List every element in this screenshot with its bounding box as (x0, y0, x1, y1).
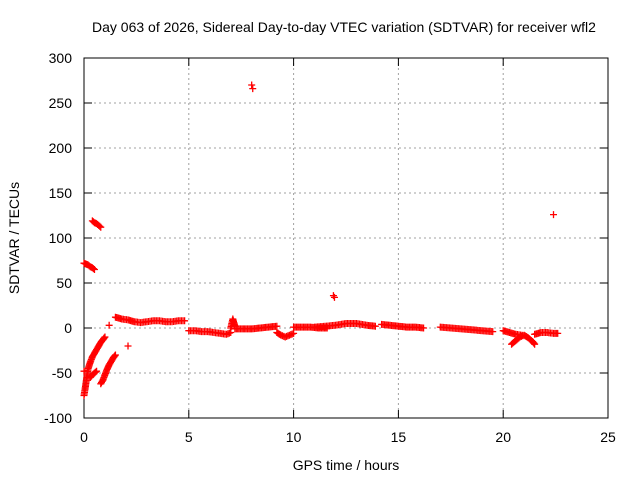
data-point (273, 322, 281, 330)
x-tick-label: 20 (495, 429, 511, 445)
data-point (101, 333, 109, 341)
data-point (420, 324, 428, 332)
data-point (111, 351, 119, 359)
data-points (80, 81, 562, 399)
x-axis: 0 5 10 15 20 25 (80, 58, 616, 445)
data-point (100, 334, 108, 342)
x-tick-label: 5 (185, 429, 193, 445)
outlier-point (248, 81, 256, 89)
outlier-point (124, 342, 132, 350)
chart-title: Day 063 of 2026, Sidereal Day-to-day VTE… (92, 19, 596, 35)
data-point (531, 340, 539, 348)
y-tick-label: -50 (52, 365, 72, 381)
x-axis-label: GPS time / hours (293, 457, 400, 473)
y-tick-label: 250 (49, 95, 73, 111)
data-point (111, 352, 119, 360)
outlier-point (249, 85, 257, 93)
x-tick-label: 10 (286, 429, 302, 445)
y-tick-label: 300 (49, 50, 73, 66)
data-point (530, 339, 538, 347)
data-point (92, 368, 100, 376)
data-point (93, 367, 101, 375)
outlier-point (550, 211, 558, 219)
data-point (90, 266, 98, 273)
outlier-point (329, 292, 337, 300)
data-point (96, 222, 104, 230)
outlier-point (330, 293, 338, 301)
x-tick-label: 15 (391, 429, 407, 445)
y-axis-label: SDTVAR / TECUs (6, 182, 22, 294)
data-point (489, 328, 497, 336)
y-tick-label: 0 (64, 320, 72, 336)
x-tick-label: 0 (80, 429, 88, 445)
data-point (89, 265, 97, 273)
x-tick-label: 25 (600, 429, 616, 445)
y-tick-label: -100 (44, 410, 72, 426)
y-axis: -100 -50 0 50 100 150 200 250 300 (44, 50, 608, 426)
outlier-point (80, 367, 88, 375)
y-tick-label: 150 (49, 185, 73, 201)
data-point (290, 329, 298, 337)
data-point (97, 223, 105, 231)
outlier-point (105, 321, 113, 329)
y-tick-label: 200 (49, 140, 73, 156)
y-tick-label: 100 (49, 230, 73, 246)
grid (84, 58, 608, 418)
data-point (371, 322, 379, 330)
data-point (554, 329, 562, 337)
y-tick-label: 50 (56, 275, 72, 291)
data-point (181, 317, 189, 325)
